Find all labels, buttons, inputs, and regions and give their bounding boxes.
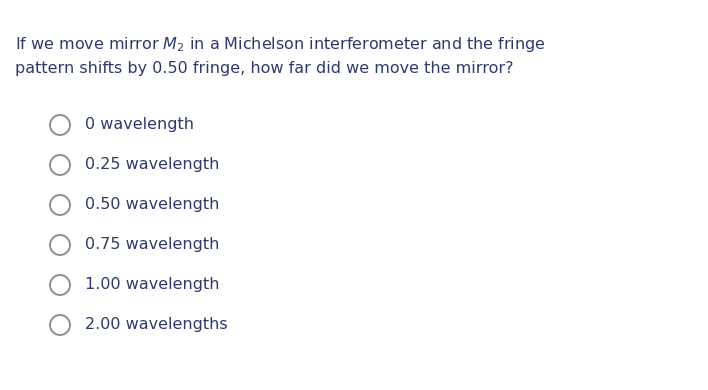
Text: 0.75 wavelength: 0.75 wavelength <box>85 238 219 252</box>
Text: If we move mirror $M_2$ in a Michelson interferometer and the fringe: If we move mirror $M_2$ in a Michelson i… <box>15 35 546 54</box>
Text: pattern shifts by 0.50 fringe, how far did we move the mirror?: pattern shifts by 0.50 fringe, how far d… <box>15 61 513 76</box>
Text: 0.50 wavelength: 0.50 wavelength <box>85 197 219 213</box>
Text: 2.00 wavelengths: 2.00 wavelengths <box>85 317 228 333</box>
Text: 0.25 wavelength: 0.25 wavelength <box>85 158 219 172</box>
Text: 0 wavelength: 0 wavelength <box>85 117 194 133</box>
Text: 1.00 wavelength: 1.00 wavelength <box>85 278 219 292</box>
